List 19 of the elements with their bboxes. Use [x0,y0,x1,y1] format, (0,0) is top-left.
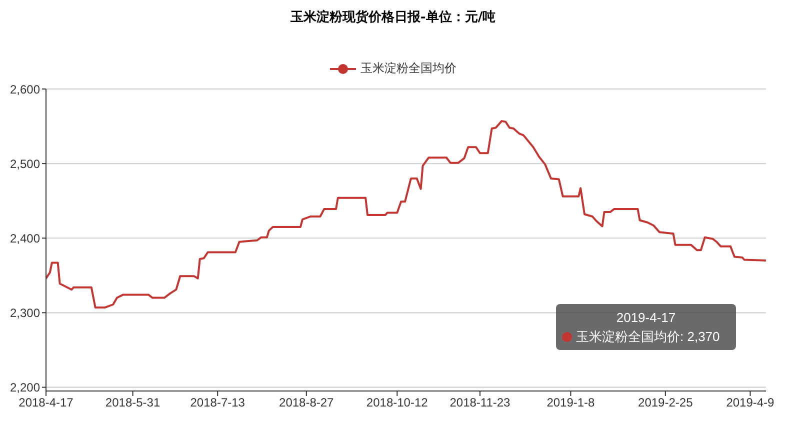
x-tick-label: 2019-4-9 [726,396,775,410]
legend-label: 玉米淀粉全国均价 [360,60,456,77]
line-series [46,120,766,308]
y-tick-label: 2,400 [10,231,40,246]
x-tick-label: 2018-8-27 [279,396,334,410]
y-tick-label: 2,300 [10,306,40,320]
annotation: 2019-4-17 [616,309,676,327]
y-tick-label: 2,200 [10,380,40,395]
y-tick-label: 2,600 [10,82,40,96]
x-tick-label: 2019-1-8 [546,396,596,410]
x-tick-label: 2018-4-17 [18,396,74,410]
x-tick-label: 2018-10-12 [366,396,428,410]
annotation: 玉米淀粉全国均价: 2,370 [576,328,720,346]
x-tick-label: 2018-11-23 [450,396,511,410]
x-tick-label: 2018-5-31 [105,396,160,410]
chart-title: 玉米淀粉现货价格日报-单位：元/吨 [289,8,497,26]
y-tick-label: 2,500 [10,156,40,171]
x-tick-label: 2018-7-13 [190,396,246,410]
x-tick-label: 2019-2-25 [638,396,694,410]
